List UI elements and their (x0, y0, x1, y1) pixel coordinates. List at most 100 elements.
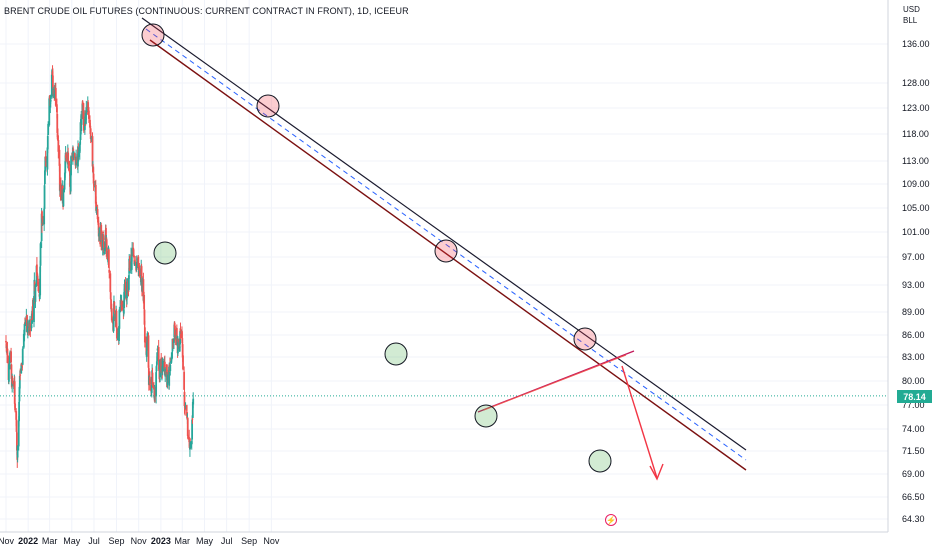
resistance-touch-marker (256, 94, 280, 118)
candle-body (94, 184, 97, 204)
candle-body (49, 99, 52, 102)
candle-body (155, 372, 158, 397)
candle-body (82, 103, 85, 120)
time-tick-label: Mar (175, 536, 191, 546)
candle-body (143, 294, 146, 310)
candle-body (62, 189, 65, 207)
candle-body (189, 441, 192, 448)
candle-body (8, 364, 10, 382)
candle-body (6, 348, 9, 363)
candle-body (164, 368, 167, 377)
candle-body (132, 249, 135, 257)
candle-body (156, 348, 159, 351)
time-tick-label: Nov (263, 536, 280, 546)
candle-body (181, 344, 184, 358)
candle-body (109, 273, 112, 292)
candle-body (17, 420, 20, 447)
candle-body (33, 296, 35, 322)
candle-body (143, 309, 146, 325)
currency-usd: USD (903, 5, 920, 14)
time-tick-label: 2022 (18, 536, 38, 546)
price-axis[interactable]: 64.30 66.50 69.00 71.50 74.00 77.00 80.00 83.00… (902, 39, 930, 524)
candle-body (177, 342, 179, 354)
time-tick-label: 2023 (151, 536, 171, 546)
candle-body (48, 98, 51, 126)
price-tick-label: 136.00 (902, 39, 930, 49)
price-tick-label: 118.00 (902, 129, 929, 139)
price-tick-label: 93.00 (902, 280, 925, 290)
candle-body (13, 381, 16, 404)
candle-body (43, 170, 46, 185)
candle-body (15, 419, 18, 432)
candle-body (156, 352, 159, 362)
rising-support-line-2 (483, 354, 627, 411)
price-tick-label: 71.50 (902, 446, 925, 456)
candle-body (107, 249, 110, 268)
candle-body (16, 445, 19, 458)
candle-body (175, 328, 178, 340)
price-tick-label: 80.00 (902, 376, 925, 386)
time-tick-label: May (196, 536, 214, 546)
candle-body (10, 351, 12, 363)
candle-body (183, 391, 186, 406)
time-tick-label: Jul (221, 536, 233, 546)
candle-body (182, 355, 184, 370)
candle-body (87, 102, 90, 108)
candle-body (46, 136, 49, 150)
candle-body (9, 352, 11, 364)
candle-body (47, 123, 50, 136)
channel-upper-line (141, 17, 747, 451)
price-tick-label: 77.00 (902, 400, 925, 410)
candle-body (102, 231, 104, 234)
candle-body (137, 256, 140, 271)
price-tick-label: 66.50 (902, 492, 925, 502)
candle-body (72, 151, 75, 158)
candle-body (147, 335, 150, 368)
candle-body (92, 173, 95, 184)
candle-body (188, 437, 191, 443)
candle-body (101, 234, 104, 250)
candle-body (113, 301, 116, 312)
candle-body (115, 310, 118, 329)
candle-body (14, 403, 16, 411)
candle-body (179, 329, 182, 332)
candle-body (174, 333, 177, 339)
candle-body (108, 269, 111, 273)
time-tick-label: Nov (0, 536, 14, 546)
drawings (0, 17, 888, 481)
forecast-arrow (621, 365, 658, 479)
lightning-icon[interactable]: ⚡ (605, 514, 617, 526)
candle-body (46, 147, 49, 170)
candle-body (77, 152, 80, 158)
price-tick-label: 89.00 (902, 307, 925, 317)
candle-body (110, 299, 112, 309)
candle-body (141, 279, 144, 291)
candle-body (123, 283, 126, 292)
candle-body (52, 88, 55, 96)
candle-body (31, 304, 34, 320)
price-tick-label: 64.30 (902, 514, 925, 524)
candle-body (103, 252, 106, 254)
candle-body (166, 371, 169, 385)
candle-body (142, 279, 145, 301)
candle-body (115, 327, 118, 339)
support-touch-marker (588, 449, 612, 473)
candle-body (56, 114, 59, 133)
support-touch-marker (384, 342, 408, 366)
candle-body (98, 233, 100, 237)
candle-body (80, 114, 83, 132)
candles (5, 65, 195, 468)
candle-body (143, 327, 146, 343)
time-tick-label: May (63, 536, 81, 546)
channel-midline (145, 28, 747, 461)
candle-body (73, 153, 76, 158)
candle-body (170, 355, 173, 360)
time-axis[interactable]: Nov 2022 Mar May Jul Sep Nov 2023 Mar May Jul Sep No… (0, 531, 888, 546)
candle-body (50, 74, 53, 98)
candle-body (54, 88, 57, 106)
last-price-badge: 78.14 (897, 390, 932, 403)
candle-body (158, 360, 160, 371)
candle-body (118, 309, 121, 329)
candle-body (191, 418, 194, 420)
